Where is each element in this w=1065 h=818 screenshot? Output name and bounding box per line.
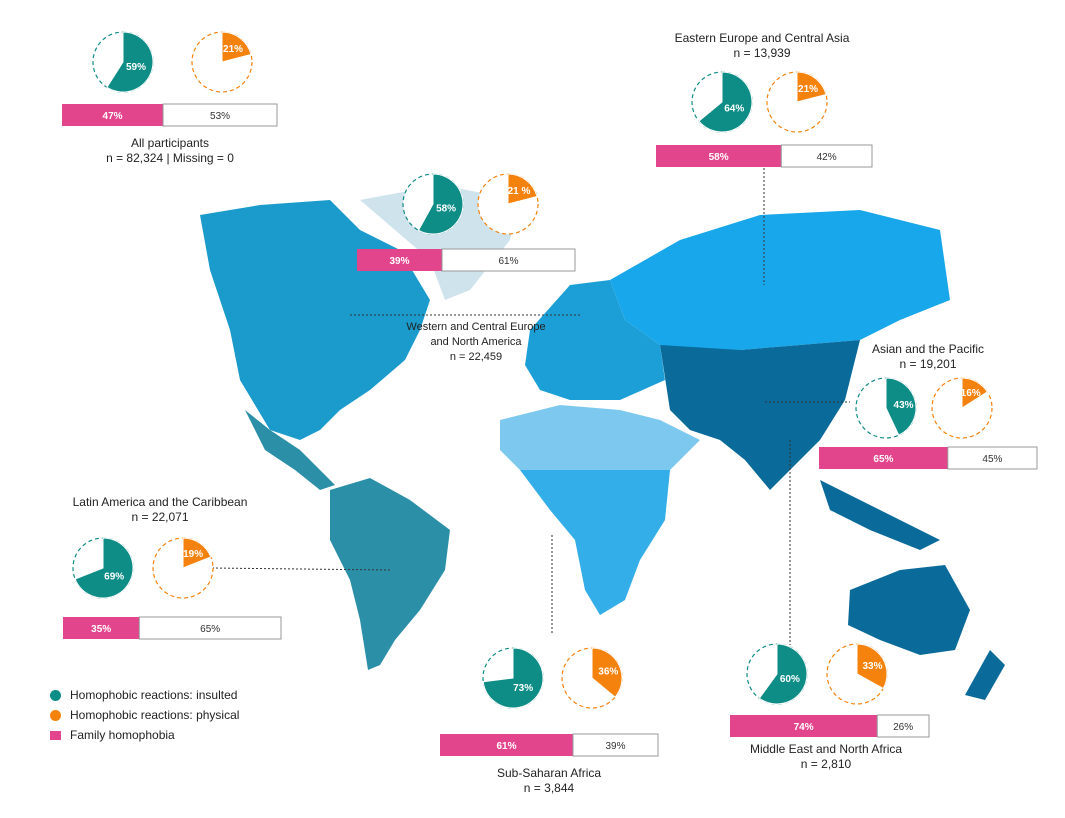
bar-segment (876, 714, 930, 738)
region-n: n = 13,939 (733, 46, 791, 60)
pie-label: 21 % (508, 186, 531, 197)
region-name: Sub-Saharan Africa (496, 766, 602, 780)
bar-segment (572, 733, 659, 757)
australia (848, 565, 970, 655)
bar-label: 42% (817, 152, 837, 163)
pie-label: 58% (436, 203, 456, 214)
bar-segment (62, 104, 164, 126)
pie-slice (221, 31, 252, 63)
region-name: Western and Central Europe and North Ame… (406, 321, 546, 348)
bar-label: 74% (794, 722, 814, 733)
pie-label: 33% (862, 661, 882, 672)
bar-label: 61% (499, 256, 519, 267)
region-n: n = 82,324 | Missing = 0 (106, 151, 234, 165)
bar-segment (819, 447, 948, 469)
bar-label: 47% (103, 111, 123, 122)
bar-label: 53% (210, 111, 230, 122)
pie-slice (106, 31, 154, 93)
pie-label: 21% (223, 44, 243, 55)
bar-label: 35% (91, 624, 111, 635)
sub-saharan-africa (520, 470, 670, 615)
bar-segment (656, 145, 782, 167)
legend-label: Homophobic reactions: physical (70, 708, 240, 722)
region-n: n = 3,844 (523, 781, 575, 795)
pie-label: 64% (724, 104, 744, 115)
legend-swatch (50, 709, 61, 721)
bar-segment (138, 616, 282, 640)
region-n: n = 22,071 (131, 510, 189, 524)
southeast-asia (820, 480, 940, 550)
bar-segment (162, 103, 278, 127)
region-name: Latin America and the Caribbean (72, 495, 248, 509)
pie-label: 36% (598, 666, 618, 677)
pie-label: 16% (961, 388, 981, 399)
region-n: n = 2,810 (800, 757, 852, 771)
asia (660, 340, 860, 490)
bar-label: 39% (390, 256, 410, 267)
pie-label: 19% (183, 549, 203, 560)
new-zealand (965, 650, 1005, 700)
pie-slice (417, 173, 464, 235)
bar-segment (63, 617, 140, 639)
bar-segment (947, 446, 1038, 470)
pie-slice (796, 71, 827, 103)
russia (610, 210, 950, 370)
bar-label: 61% (496, 741, 516, 752)
pie-label: 69% (104, 572, 124, 583)
legend-label: Homophobic reactions: insulted (70, 688, 238, 702)
legend-label: Family homophobia (70, 728, 175, 742)
bar-label: 65% (200, 624, 220, 635)
pie-slice (961, 377, 989, 409)
pie-label: 59% (126, 62, 146, 73)
bar-label: 26% (893, 722, 913, 733)
legend-swatch (50, 730, 61, 740)
pie-label: 21% (798, 84, 818, 95)
bar-segment (440, 734, 573, 756)
leader-line (211, 567, 391, 571)
pie-label: 73% (513, 683, 533, 694)
pie-slice (74, 537, 134, 599)
legend-item: Homophobic reactions: physical (50, 708, 239, 722)
europe (525, 280, 665, 400)
pie-slice (885, 377, 917, 436)
legend-swatch (50, 689, 61, 701)
leader-lines (211, 168, 850, 645)
bar-label: 58% (709, 152, 729, 163)
pie-slice (182, 537, 212, 569)
pie-slice (856, 643, 888, 690)
pie-label: 43% (894, 400, 914, 411)
region-name: Middle East and North Africa (749, 742, 903, 756)
pie-slice (698, 71, 753, 133)
pie-slice (591, 647, 623, 698)
north-africa (500, 405, 700, 470)
pie-label: 60% (780, 674, 800, 685)
bar-segment (441, 248, 576, 272)
bar-label: 45% (982, 454, 1002, 465)
region-name: Eastern Europe and Central Asia (674, 31, 850, 45)
bar-segment (780, 144, 873, 168)
pie-slice (507, 173, 538, 205)
pie-slice (482, 647, 544, 709)
bar-label: 65% (873, 454, 893, 465)
region-n: n = 19,201 (899, 357, 957, 371)
bar-segment (730, 715, 878, 737)
central-america (245, 410, 335, 490)
bar-segment (357, 249, 443, 271)
region-name: Asian and the Pacific (871, 342, 985, 356)
region-name: All participants (130, 136, 210, 150)
pie-slice (758, 643, 808, 705)
region-n: n = 22,459 (449, 351, 503, 363)
legend-item: Family homophobia (50, 728, 175, 742)
bar-label: 39% (605, 741, 625, 752)
south-america (330, 478, 450, 670)
legend-item: Homophobic reactions: insulted (50, 688, 237, 702)
